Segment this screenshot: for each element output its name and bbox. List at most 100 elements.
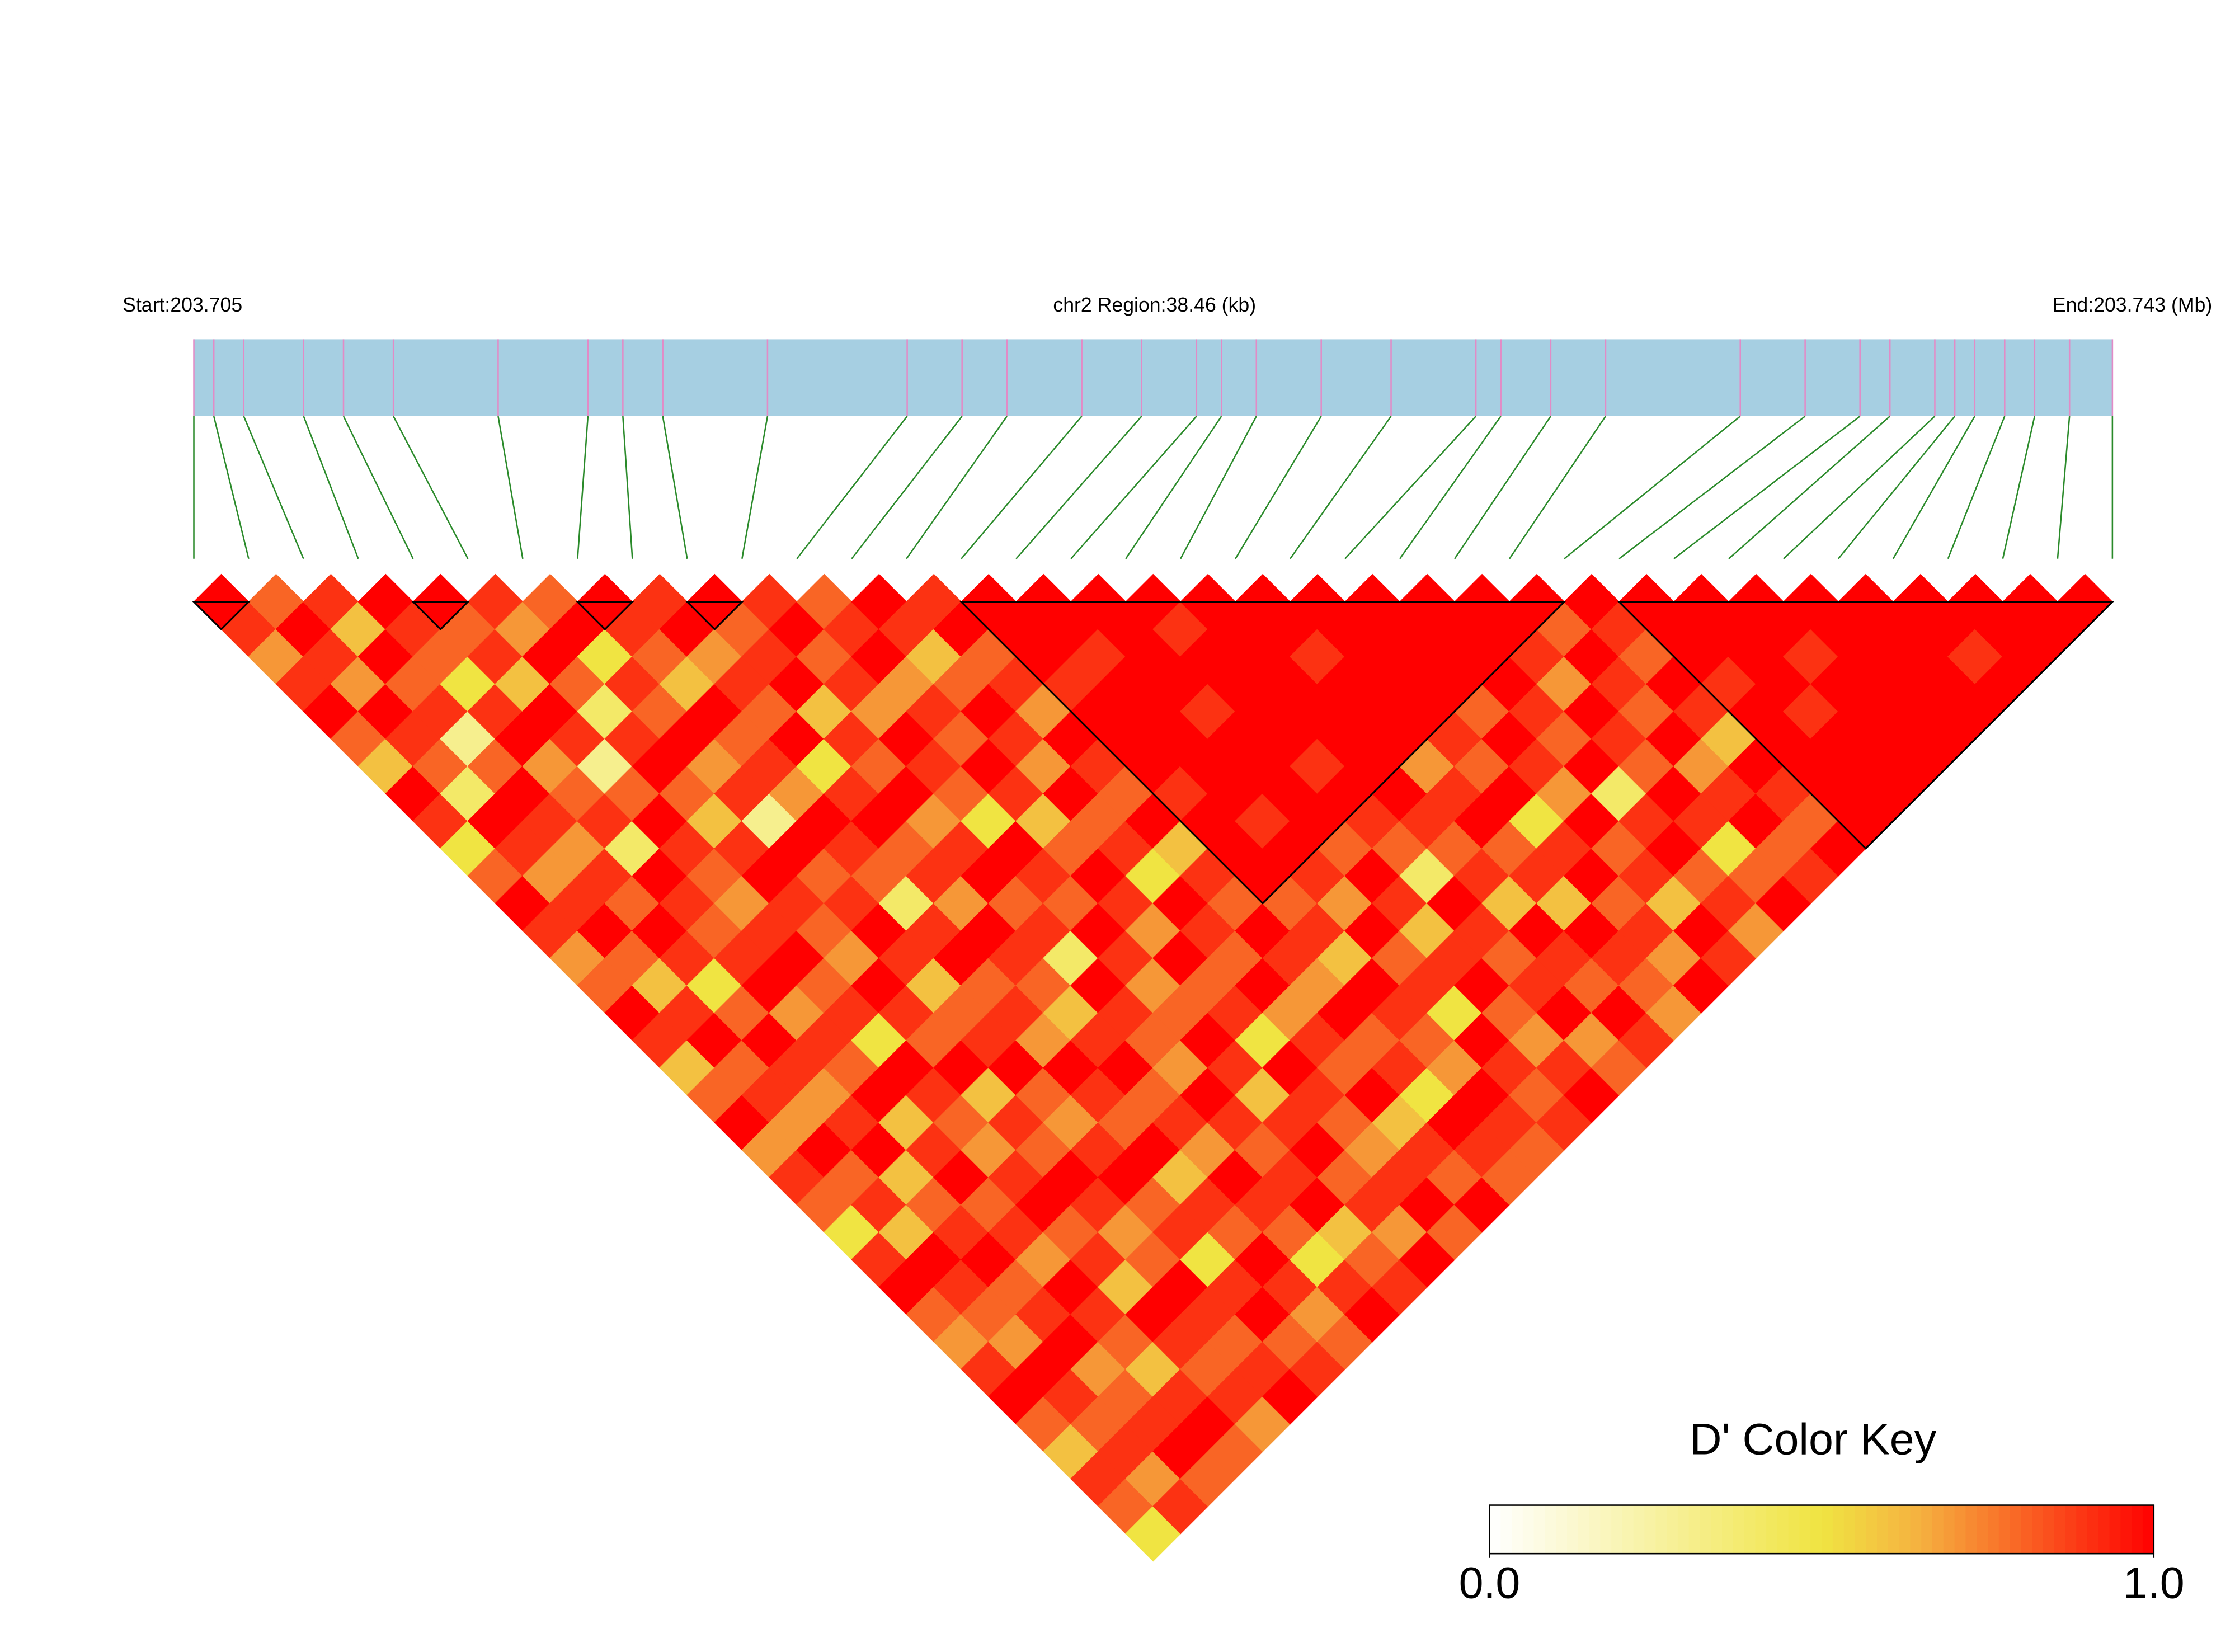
ld-cell <box>1892 738 1949 794</box>
ld-cell <box>495 710 551 767</box>
ld-cell <box>1892 628 1949 685</box>
ld-cell <box>1290 1067 1346 1123</box>
ld-cell <box>796 957 853 1014</box>
snp-connector <box>1892 416 1975 559</box>
color-key-swatch <box>1589 1505 1601 1554</box>
ld-cell <box>741 1012 798 1069</box>
ld-cell <box>1070 1341 1127 1397</box>
ld-cell <box>1564 902 1620 959</box>
ld-cell <box>1344 1012 1401 1069</box>
ld-cell <box>1043 985 1099 1041</box>
ld-cell <box>577 793 633 849</box>
color-key-swatch <box>1522 1505 1535 1554</box>
color-key-swatch <box>1822 1505 1834 1554</box>
ld-cell <box>1344 1067 1401 1123</box>
ld-cell <box>988 710 1044 767</box>
ld-cell <box>1427 985 1483 1041</box>
color-key-swatch <box>1788 1505 1800 1554</box>
ld-cell <box>1372 1094 1428 1151</box>
ld-cell <box>769 710 825 767</box>
ld-cell <box>1290 1286 1346 1343</box>
snp-connector <box>2057 416 2071 559</box>
ld-cell <box>988 765 1044 822</box>
snp-connector <box>2002 416 2036 559</box>
ld-cell <box>769 985 825 1041</box>
ld-block <box>1617 601 2115 850</box>
color-key-swatch <box>1799 1505 1811 1554</box>
snp-connector <box>213 416 250 559</box>
color-key-swatch <box>1755 1505 1767 1554</box>
ld-cell <box>741 793 798 849</box>
ld-cell <box>1673 793 1730 849</box>
ld-cell <box>714 1039 770 1096</box>
snp-connector <box>1947 416 2006 559</box>
ld-cell <box>741 957 798 1014</box>
snp-connector <box>577 416 589 559</box>
ld-cell <box>988 875 1044 931</box>
ld-cell <box>495 875 551 931</box>
ld-cell <box>714 710 770 767</box>
snp-connector <box>497 416 524 559</box>
ld-cell <box>1673 957 1730 1014</box>
color-key-swatch <box>1722 1505 1734 1554</box>
ld-cell <box>1372 875 1428 931</box>
ld-cell <box>495 820 551 877</box>
ld-cell <box>1810 656 1866 712</box>
snp-connector <box>1399 416 1502 559</box>
ld-cell <box>1015 793 1072 849</box>
ld-block <box>575 601 635 630</box>
ld-cell <box>796 1012 853 1069</box>
ld-cell <box>248 573 304 630</box>
color-key-swatch <box>1965 1505 1978 1554</box>
ld-cell <box>741 848 798 904</box>
ld-cell <box>577 848 633 904</box>
ld-cell <box>1591 601 1648 657</box>
color-key-swatch <box>1711 1505 1723 1554</box>
ld-cell <box>988 820 1044 877</box>
color-key-swatch <box>1832 1505 1845 1554</box>
ld-cell <box>1564 1067 1620 1123</box>
ld-cell <box>714 930 770 986</box>
ld-cell <box>1892 683 1949 740</box>
ld-cell <box>769 656 825 712</box>
ld-cell <box>1043 875 1099 931</box>
color-key-swatch <box>1987 1505 2000 1554</box>
ld-block <box>411 601 470 630</box>
color-key-swatch <box>2142 1505 2155 1554</box>
ld-cell <box>1015 1396 1072 1452</box>
ld-cell <box>440 820 496 877</box>
color-key-swatch <box>1810 1505 1823 1554</box>
color-key-swatch <box>1998 1505 2011 1554</box>
ld-cell <box>1015 1286 1072 1343</box>
color-key-swatch <box>2087 1505 2100 1554</box>
snp-connector <box>1180 416 1257 559</box>
color-key-swatch <box>1899 1505 1911 1554</box>
snp-connector <box>1070 416 1197 559</box>
ld-cell <box>988 656 1044 712</box>
ld-cell <box>1673 738 1730 794</box>
ld-cell <box>412 793 469 849</box>
color-key-swatch <box>1545 1505 1557 1554</box>
ld-cell <box>1837 793 1894 849</box>
color-key-swatch <box>1500 1505 1513 1554</box>
ld-cell <box>851 573 907 630</box>
ld-cell <box>1070 957 1127 1014</box>
snp-connector <box>741 416 769 559</box>
snp-connector <box>1728 416 1891 559</box>
snp-connector <box>1564 416 1741 559</box>
ld-cell <box>769 930 825 986</box>
ld-cell <box>686 793 743 849</box>
ld-cell <box>1070 793 1127 849</box>
ld-cell <box>1564 573 1620 630</box>
snp-connector <box>1783 416 1936 559</box>
ld-cell <box>769 820 825 877</box>
ld-cell <box>769 875 825 931</box>
ld-cell <box>1591 820 1648 877</box>
ld-cell <box>686 1012 743 1069</box>
color-key-swatch <box>2021 1505 2033 1554</box>
ld-cell <box>1591 710 1648 767</box>
ld-cell <box>714 820 770 877</box>
ld-cell <box>906 573 962 630</box>
color-key-swatch <box>1688 1505 1701 1554</box>
ld-cell <box>1837 738 1894 794</box>
